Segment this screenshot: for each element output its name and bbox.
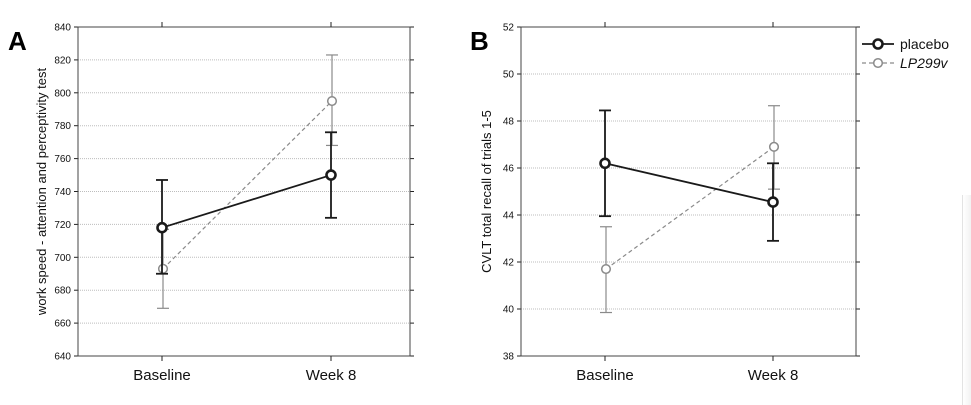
- y-tick-label: 680: [54, 286, 71, 297]
- plot-frame: [77, 26, 411, 357]
- legend-marker-placebo: [872, 38, 884, 50]
- point-placebo: [599, 157, 611, 170]
- series-line-placebo: [161, 174, 332, 229]
- series-line-placebo: [604, 162, 774, 203]
- y-tick-label: 40: [503, 305, 515, 316]
- y-tick-label: 720: [54, 220, 71, 231]
- x-tick-label: Week 8: [306, 367, 357, 384]
- y-tick-label: 660: [54, 319, 71, 330]
- y-tick-label: 800: [54, 88, 71, 99]
- series-line-lp299v: [605, 146, 775, 270]
- y-tick-label: 820: [54, 55, 71, 66]
- y-tick-label: 700: [54, 253, 71, 264]
- edge-strip: [962, 195, 971, 405]
- point-placebo: [767, 196, 779, 208]
- series-line-lp299v: [162, 100, 333, 270]
- y-tick-label: 52: [503, 23, 515, 34]
- y-tick-label: 48: [503, 117, 515, 128]
- y-tick-label: 42: [503, 258, 515, 269]
- y-tick-label: 46: [503, 164, 515, 175]
- y-tick-label: 740: [54, 187, 71, 198]
- panel-label: B: [470, 26, 489, 56]
- x-tick-label: Baseline: [133, 367, 191, 384]
- y-tick-label: 780: [54, 121, 71, 132]
- x-tick-label: Baseline: [576, 367, 634, 384]
- point-placebo: [156, 221, 168, 234]
- plot-frame: [520, 26, 857, 357]
- point-lp299v: [157, 263, 169, 274]
- point-lp299v: [768, 141, 780, 152]
- panel-label: A: [8, 26, 27, 56]
- point-placebo: [325, 169, 337, 181]
- legend-label-lp299v: LP299v: [900, 55, 948, 71]
- y-tick-label: 50: [503, 70, 515, 81]
- y-tick-label: 840: [54, 23, 71, 34]
- y-tick-label: 44: [503, 211, 515, 222]
- point-lp299v: [326, 95, 338, 107]
- x-tick-label: Week 8: [748, 367, 799, 384]
- point-lp299v: [600, 264, 612, 275]
- y-axis-label: CVLT total recall of trials 1-5: [479, 110, 494, 273]
- legend-marker-lp299v: [872, 57, 884, 69]
- y-axis-label: work speed - attention and perceptivity …: [34, 68, 49, 317]
- y-tick-label: 38: [503, 352, 515, 363]
- y-tick-label: 640: [54, 352, 71, 363]
- y-tick-label: 760: [54, 154, 71, 165]
- legend-label-placebo: placebo: [900, 36, 949, 52]
